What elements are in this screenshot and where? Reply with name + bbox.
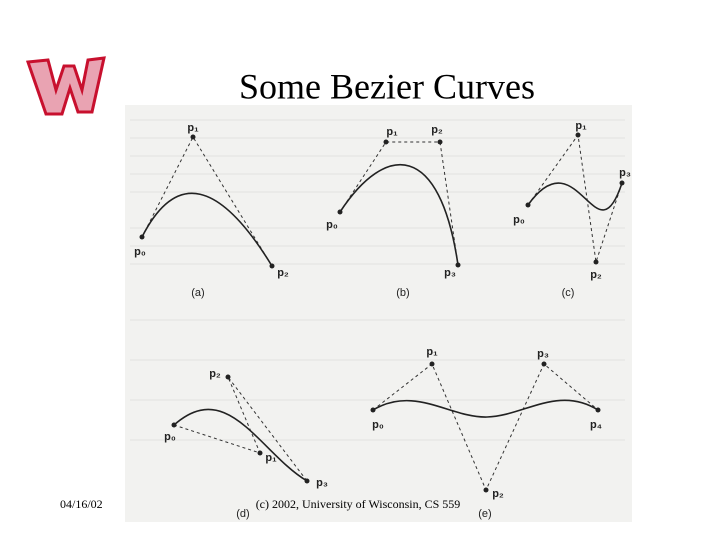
bezier-curve xyxy=(527,182,623,211)
logo xyxy=(25,56,106,116)
point-label: p₀ xyxy=(326,219,338,231)
point-label: p₃ xyxy=(619,167,631,179)
point-label: p₃ xyxy=(537,348,549,360)
bezier-curve xyxy=(372,399,599,418)
faint-scan-text xyxy=(130,119,625,441)
point-label: p₁ xyxy=(386,126,398,138)
bezier-curve xyxy=(339,164,459,266)
point-label: p₁ xyxy=(265,452,277,464)
point-label: p₂ xyxy=(492,488,504,500)
figure: p₀ p₁ p₂ (a) p₀ p₁ p₂ p₃ (b) p₀ p₁ p₂ p₃… xyxy=(125,105,632,522)
caption: (d) xyxy=(236,508,249,520)
point-label: p₁ xyxy=(575,120,587,132)
control-polygon xyxy=(527,133,623,263)
point-label: p₀ xyxy=(513,214,525,226)
caption: (e) xyxy=(478,508,491,520)
figure-background xyxy=(125,105,632,522)
point-label: p₀ xyxy=(164,431,176,443)
caption: (c) xyxy=(562,287,575,299)
point-label: p₂ xyxy=(590,269,602,281)
point-label: p₂ xyxy=(431,124,443,136)
point-label: p₃ xyxy=(444,267,456,279)
point-label: p₄ xyxy=(590,419,602,431)
control-polygon xyxy=(141,135,273,267)
point-label: p₃ xyxy=(316,477,328,489)
bezier-curve xyxy=(141,192,273,267)
bezier-curve xyxy=(173,408,308,482)
caption: (b) xyxy=(396,287,409,299)
point-label: p₂ xyxy=(277,267,289,279)
point-label: p₂ xyxy=(209,368,221,380)
point-label: p₀ xyxy=(372,419,384,431)
point-label: p₁ xyxy=(426,346,438,358)
caption: (a) xyxy=(191,287,204,299)
title: Some Bezier Curves xyxy=(239,66,535,106)
point-label: p₀ xyxy=(134,246,146,258)
footer-copyright: (c) 2002, University of Wisconsin, CS 55… xyxy=(256,497,461,511)
footer-date: 04/16/02 xyxy=(60,497,103,511)
point-label: p₁ xyxy=(187,122,199,134)
control-polygon xyxy=(339,141,459,266)
